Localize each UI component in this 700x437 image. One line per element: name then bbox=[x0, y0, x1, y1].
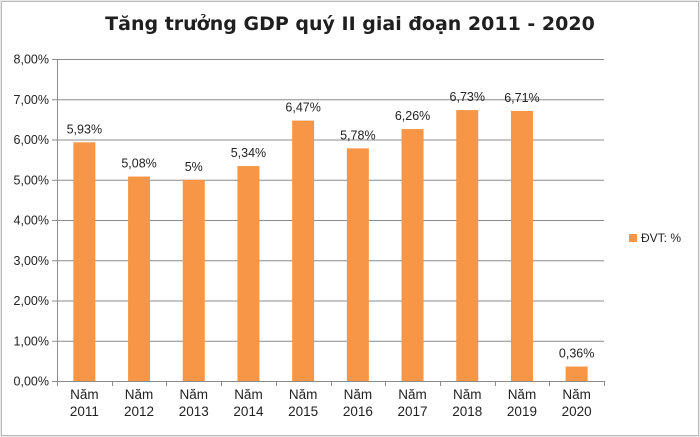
data-label: 6,26% bbox=[395, 109, 430, 123]
bar bbox=[565, 366, 588, 381]
data-label: 6,47% bbox=[285, 101, 320, 115]
legend-swatch bbox=[629, 234, 637, 242]
bar bbox=[182, 179, 205, 381]
x-tick-label: 2011 bbox=[70, 404, 99, 419]
x-tick-label: Năm bbox=[289, 387, 318, 402]
x-tick-label: Năm bbox=[453, 387, 482, 402]
x-tick-label: 2015 bbox=[288, 404, 318, 419]
bar bbox=[73, 142, 96, 381]
x-tick-label: 2019 bbox=[507, 404, 537, 419]
y-tick-label: 0,00% bbox=[14, 375, 49, 389]
y-tick-label: 1,00% bbox=[14, 334, 49, 348]
x-tick-label: 2020 bbox=[562, 404, 592, 419]
x-tick-label: 2017 bbox=[398, 404, 428, 419]
data-label: 5,93% bbox=[67, 122, 102, 136]
x-tick-label: Năm bbox=[508, 387, 537, 402]
y-tick-label: 5,00% bbox=[14, 173, 49, 187]
x-tick-label: 2014 bbox=[233, 404, 264, 419]
x-tick-label: 2016 bbox=[343, 404, 373, 419]
y-tick-label: 4,00% bbox=[14, 214, 49, 228]
x-tick-label: 2013 bbox=[179, 404, 209, 419]
x-tick-label: 2012 bbox=[124, 404, 154, 419]
data-label: 5,08% bbox=[121, 157, 156, 171]
bar bbox=[292, 120, 315, 382]
data-label: 5,34% bbox=[231, 146, 266, 160]
x-tick-label: Năm bbox=[398, 387, 427, 402]
x-tick-label: Năm bbox=[70, 387, 99, 402]
y-tick-label: 6,00% bbox=[14, 133, 49, 147]
bar bbox=[346, 148, 369, 381]
y-tick-label: 2,00% bbox=[14, 294, 49, 308]
x-tick-label: 2018 bbox=[452, 404, 482, 419]
data-label: 6,71% bbox=[504, 91, 539, 105]
bar bbox=[237, 166, 260, 381]
data-label: 5% bbox=[185, 160, 203, 174]
bar bbox=[401, 129, 424, 381]
bar bbox=[510, 110, 533, 382]
legend-label: ĐVT: % bbox=[641, 231, 681, 245]
x-tick-label: Năm bbox=[562, 387, 591, 402]
x-tick-label: Năm bbox=[234, 387, 263, 402]
y-tick-label: 7,00% bbox=[14, 93, 49, 107]
chart-title: Tăng trưởng GDP quý II giai đoạn 2011 - … bbox=[105, 13, 595, 35]
data-label: 6,73% bbox=[450, 90, 485, 104]
x-tick-label: Năm bbox=[344, 387, 373, 402]
bar bbox=[128, 176, 151, 381]
y-tick-label: 8,00% bbox=[14, 53, 49, 67]
data-label: 5,78% bbox=[340, 128, 375, 142]
bar bbox=[456, 110, 479, 382]
data-label: 0,36% bbox=[559, 347, 594, 361]
x-tick-label: Năm bbox=[179, 387, 208, 402]
y-tick-label: 3,00% bbox=[14, 254, 49, 268]
x-tick-label: Năm bbox=[125, 387, 154, 402]
